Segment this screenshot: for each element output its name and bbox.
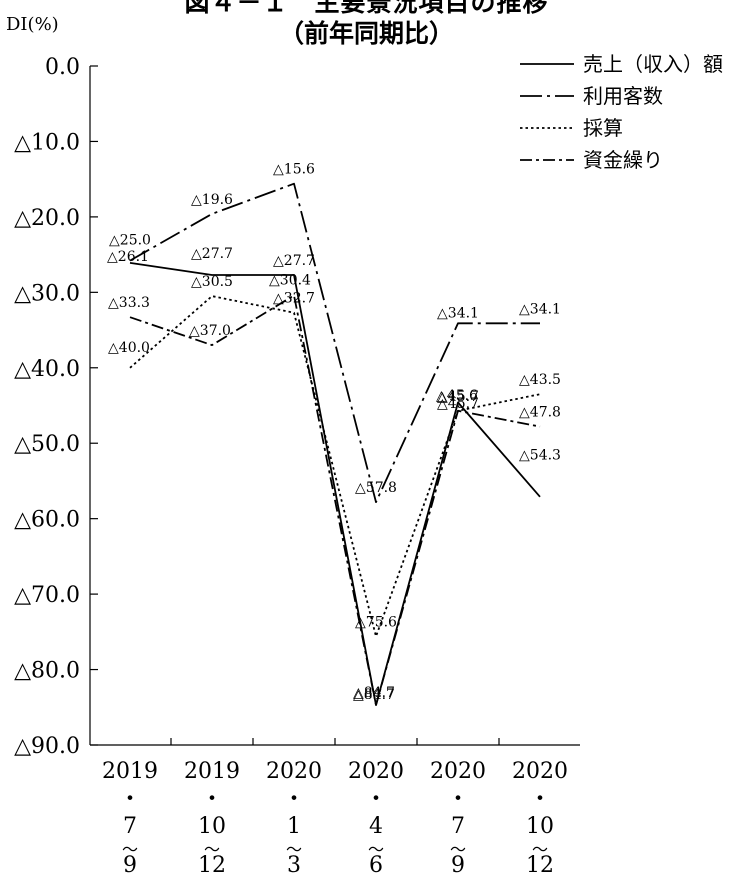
data-label: △25.0 bbox=[109, 233, 151, 249]
data-label: △30.5 bbox=[191, 274, 233, 290]
data-label: △45.7 bbox=[437, 396, 479, 412]
data-label: △32.7 bbox=[273, 291, 315, 307]
axes bbox=[89, 66, 580, 746]
data-label: △27.7 bbox=[191, 246, 233, 262]
x-tick-label: ・ bbox=[201, 787, 223, 812]
data-label: △34.1 bbox=[437, 305, 479, 321]
series-line-4 bbox=[129, 294, 541, 706]
legend-label-4: 資金繰り bbox=[583, 148, 663, 172]
x-tick-label: 〜 bbox=[532, 840, 548, 859]
legend-label-2: 利用客数 bbox=[583, 84, 663, 108]
x-tick-label: 〜 bbox=[450, 840, 466, 859]
x-tick-label: 2020 bbox=[266, 759, 322, 784]
data-label: △45.6 bbox=[436, 388, 478, 404]
x-tick-label: 12 bbox=[198, 853, 226, 876]
x-tick-label: 4 bbox=[369, 814, 383, 839]
x-tick-label: 2020 bbox=[348, 759, 404, 784]
x-tick-label: ・ bbox=[283, 787, 305, 812]
data-label: △40.0 bbox=[108, 340, 150, 356]
x-tick-label: 7 bbox=[451, 814, 465, 839]
series-line-1 bbox=[129, 262, 541, 706]
x-tick-label: 10 bbox=[526, 814, 554, 839]
data-label: △43.5 bbox=[519, 372, 561, 388]
y-tick-label: △70.0 bbox=[14, 583, 80, 608]
x-tick-label: 1 bbox=[287, 814, 301, 839]
x-tick-label: ・ bbox=[529, 787, 551, 812]
chart-subtitle: （前年同期比） bbox=[278, 19, 454, 48]
y-ticks: 0.0 △10.0 △20.0 △30.0 △40.0 △50.0 △60.0 △70.0 △8… bbox=[14, 55, 98, 759]
data-label: △45.7 bbox=[437, 389, 479, 405]
data-label: △26.1 bbox=[107, 249, 149, 265]
y-tick-label: △90.0 bbox=[14, 734, 80, 759]
data-label: △37.0 bbox=[189, 323, 231, 339]
y-tick-label: △50.0 bbox=[14, 432, 80, 457]
data-label: △84.7 bbox=[353, 687, 395, 703]
x-tick-label: 12 bbox=[526, 853, 554, 876]
x-tick-label: 6 bbox=[369, 853, 383, 876]
x-tick-label: 2020 bbox=[430, 759, 486, 784]
data-label: △54.3 bbox=[519, 448, 561, 464]
series-line-2 bbox=[129, 182, 540, 504]
y-tick-label: △80.0 bbox=[14, 659, 80, 684]
data-labels: △25.0△26.1 △33.3 △40.0 △19.6 △27.7 △30.5 △37.0… bbox=[107, 162, 561, 703]
data-label: △15.6 bbox=[273, 162, 315, 178]
legend-label-3: 採算 bbox=[583, 116, 623, 140]
x-tick-label: 〜 bbox=[122, 840, 138, 859]
x-tick-label: ・ bbox=[365, 787, 387, 812]
y-axis-label: DI(%) bbox=[6, 14, 59, 35]
y-tick-label: △10.0 bbox=[14, 130, 80, 155]
x-tick-label: 2019 bbox=[184, 759, 240, 784]
y-tick-label: 0.0 bbox=[45, 55, 80, 80]
x-tick-label: 2019 bbox=[102, 759, 158, 784]
x-tick-label: 9 bbox=[123, 853, 137, 876]
y-tick-label: △30.0 bbox=[14, 281, 80, 306]
data-label: △57.8 bbox=[355, 480, 397, 496]
x-tick-label: 〜 bbox=[204, 840, 220, 859]
x-tick-label: 3 bbox=[287, 853, 301, 876]
data-label: △27.7 bbox=[273, 253, 315, 269]
series-group bbox=[129, 182, 541, 706]
y-tick-label: △40.0 bbox=[14, 357, 80, 382]
x-tick-label: 〜 bbox=[286, 840, 302, 859]
data-label: △34.1 bbox=[519, 301, 561, 317]
legend-label-1: 売上（収入）額 bbox=[583, 52, 723, 76]
data-label: △75.6 bbox=[355, 614, 397, 630]
y-tick-label: △60.0 bbox=[14, 508, 80, 533]
x-tick-label: 〜 bbox=[368, 840, 384, 859]
x-tick-label: 10 bbox=[198, 814, 226, 839]
y-tick-label: △20.0 bbox=[14, 206, 80, 231]
x-tick-label: 2020 bbox=[512, 759, 568, 784]
chart-title: 図４－１ 主要景況項目の推移 bbox=[184, 0, 549, 17]
series-line-3 bbox=[129, 295, 541, 638]
data-label: △47.8 bbox=[519, 405, 561, 421]
data-label: △19.6 bbox=[191, 192, 233, 208]
x-tick-label: 9 bbox=[451, 853, 465, 876]
data-label: △33.3 bbox=[108, 295, 150, 311]
data-label: △84.7 bbox=[353, 685, 395, 701]
data-label: △30.4 bbox=[269, 272, 311, 288]
x-tick-label: ・ bbox=[447, 787, 469, 812]
x-tick-label: ・ bbox=[119, 787, 141, 812]
x-ticks: 2019・7〜92019・10〜122020・1〜32020・4〜62020・7… bbox=[102, 738, 568, 876]
x-tick-label: 7 bbox=[123, 814, 137, 839]
